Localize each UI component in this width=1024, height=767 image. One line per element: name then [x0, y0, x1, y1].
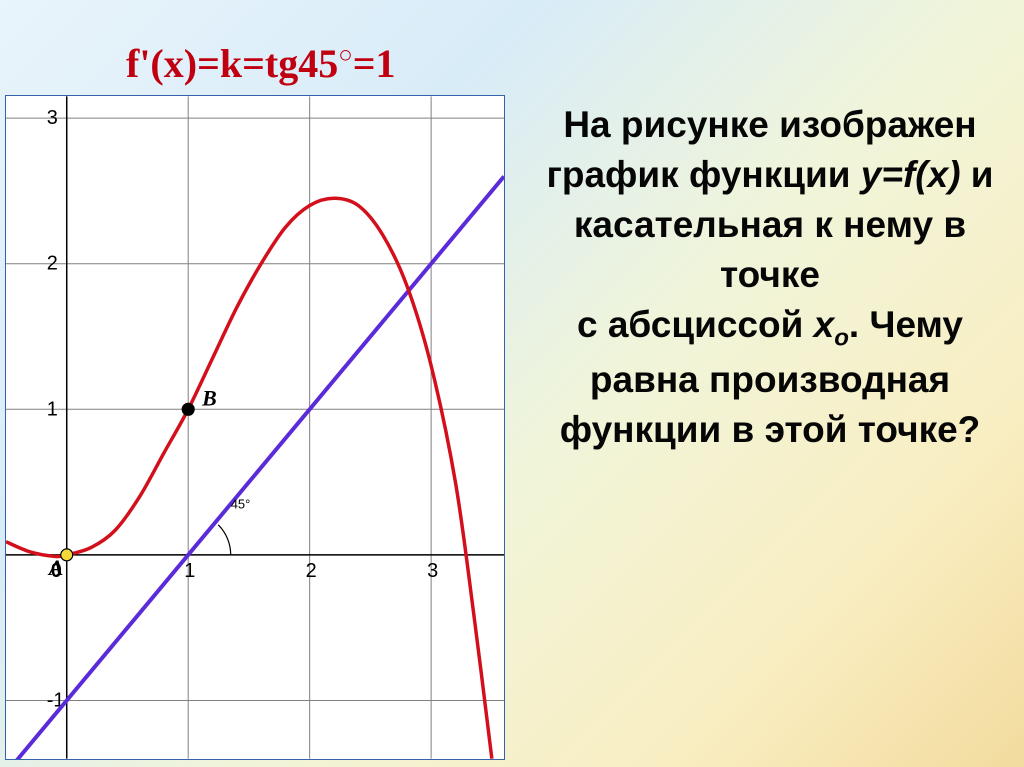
point-b-marker	[182, 403, 194, 415]
formula-text: f'(x)=k=tg45○=1	[126, 40, 396, 87]
y-tick-label: 2	[47, 253, 58, 275]
x-tick-label: 1	[184, 560, 195, 582]
chart-panel: 123-1123045°AB	[5, 95, 505, 760]
x-tick-label: 3	[427, 560, 438, 582]
y-tick-label: 1	[47, 398, 58, 420]
problem-text: На рисунке изображен график функции y=f(…	[530, 100, 1010, 454]
point-b-label: B	[201, 385, 217, 410]
y-tick-label: 3	[47, 107, 58, 129]
point-a-label: A	[47, 555, 64, 580]
x-tick-label: 2	[306, 560, 317, 582]
angle-label: 45°	[231, 496, 251, 511]
